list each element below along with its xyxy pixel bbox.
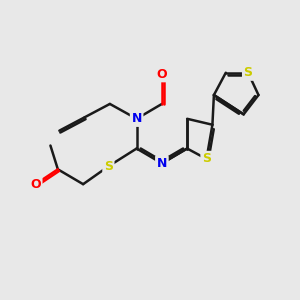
Text: N: N <box>157 157 167 170</box>
Text: S: S <box>104 160 113 173</box>
Text: O: O <box>30 178 41 191</box>
Text: N: N <box>131 112 142 125</box>
Text: S: S <box>202 152 211 165</box>
Text: S: S <box>244 66 253 79</box>
Text: O: O <box>157 68 167 81</box>
